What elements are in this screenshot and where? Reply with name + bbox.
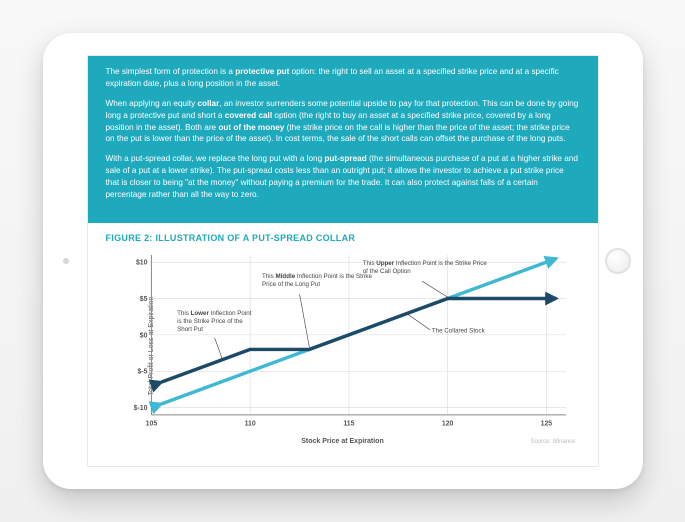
intro-p2: When applying an equity collar, an inves… (106, 98, 580, 146)
intro-p1: The simplest form of protection is a pro… (106, 66, 580, 90)
svg-text:115: 115 (343, 421, 354, 428)
svg-text:$5: $5 (139, 296, 147, 303)
tablet-frame: The simplest form of protection is a pro… (43, 33, 643, 489)
svg-text:110: 110 (244, 421, 255, 428)
svg-text:This Upper Inflection Point is: This Upper Inflection Point is the Strik… (362, 260, 487, 275)
svg-text:$-5: $-5 (137, 369, 147, 376)
chart-container: Total Profit or Loss at Expiration $10$5… (106, 247, 580, 445)
camera-dot (63, 258, 69, 264)
svg-text:$0: $0 (139, 332, 147, 339)
figure-title: FIGURE 2: ILLUSTRATION OF A PUT-SPREAD C… (106, 233, 580, 243)
svg-text:The Collared Stock: The Collared Stock (431, 328, 485, 335)
x-axis-label: Stock Price at Expiration (301, 438, 383, 445)
intro-text-block: The simplest form of protection is a pro… (88, 56, 598, 223)
home-button[interactable] (605, 248, 631, 274)
svg-text:This Middle Inflection Point i: This Middle Inflection Point is the Stri… (262, 273, 372, 288)
svg-text:125: 125 (540, 421, 552, 428)
document-screen: The simplest form of protection is a pro… (87, 55, 599, 467)
svg-text:120: 120 (441, 421, 453, 428)
intro-p3: With a put-spread collar, we replace the… (106, 153, 580, 201)
svg-text:105: 105 (145, 421, 157, 428)
annotation: This Middle Inflection Point is the Stri… (262, 273, 372, 347)
annotation: The Collared Stock (408, 314, 485, 334)
svg-text:$-10: $-10 (133, 405, 147, 412)
svg-text:$10: $10 (135, 260, 147, 267)
collar-chart: $10 $5 $0 $-5 $-10 105 110 115 120 125 This Lower … (106, 247, 580, 443)
svg-text:This Lower Inflection Pointis: This Lower Inflection Pointis the Strike… (177, 310, 252, 333)
source-text: Source: bfinance (530, 439, 575, 445)
figure-block: FIGURE 2: ILLUSTRATION OF A PUT-SPREAD C… (88, 223, 598, 451)
